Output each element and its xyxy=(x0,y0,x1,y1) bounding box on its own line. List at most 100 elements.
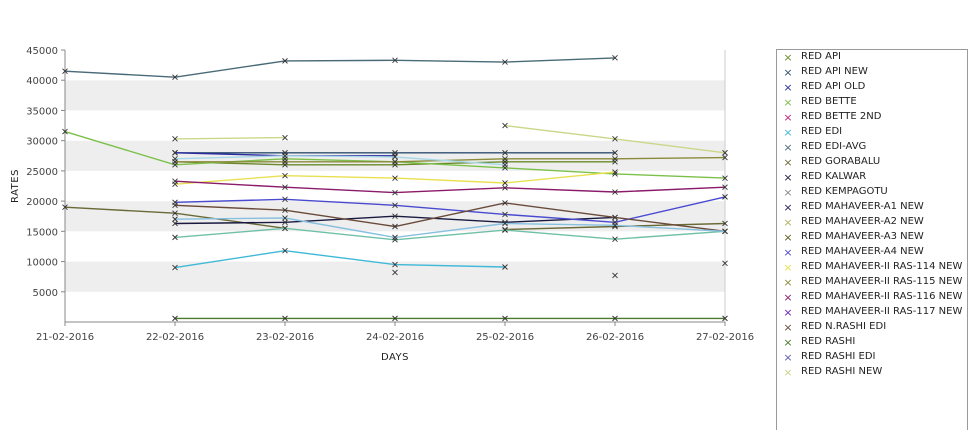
data-point xyxy=(612,169,618,175)
grid-band xyxy=(65,231,725,262)
legend-item: × RED API OLD xyxy=(777,80,967,95)
data-point xyxy=(172,155,178,162)
grid-band xyxy=(65,170,725,202)
series-red-bette-2nd xyxy=(392,269,618,279)
series-red-rashi xyxy=(172,315,728,322)
data-point xyxy=(172,220,178,227)
legend-item: × RED MAHAVEER-A1 NEW xyxy=(777,200,967,215)
legend-label: RED MAHAVEER-II RAS-115 NEW xyxy=(801,276,963,287)
data-point xyxy=(722,184,728,191)
data-point xyxy=(62,128,68,135)
legend-item: × RED API xyxy=(777,50,967,65)
data-point xyxy=(282,215,288,221)
data-point xyxy=(722,175,728,181)
data-point xyxy=(172,74,178,81)
data-point xyxy=(392,154,398,160)
data-point xyxy=(502,184,508,191)
data-point xyxy=(612,315,618,322)
x-tick-label: 24-02-2016 xyxy=(366,332,424,343)
legend-label: RED MAHAVEER-A4 NEW xyxy=(801,246,924,257)
series-red-extra-light-blue- xyxy=(172,215,728,241)
data-point xyxy=(502,200,508,206)
data-point xyxy=(392,269,398,276)
data-point xyxy=(502,211,508,218)
series-red-extra-pale- xyxy=(172,152,508,168)
grid-band xyxy=(65,50,725,81)
data-point xyxy=(392,189,398,196)
legend-marker-icon: × xyxy=(783,276,793,289)
x-tick-label: 22-02-2016 xyxy=(146,332,204,343)
data-point xyxy=(502,149,508,156)
data-point xyxy=(722,315,728,322)
data-point xyxy=(502,264,508,270)
legend-marker-icon: × xyxy=(783,126,793,139)
legend-marker-icon: × xyxy=(783,246,793,259)
data-point xyxy=(502,122,508,129)
data-point xyxy=(612,155,618,162)
legend-marker-icon: × xyxy=(783,156,793,169)
legend-label: RED BETTE xyxy=(801,96,857,107)
legend-marker-icon: × xyxy=(783,306,793,319)
legend-marker-icon: × xyxy=(783,336,793,349)
series-line xyxy=(64,57,616,78)
legend-label: RED RASHI xyxy=(801,336,856,347)
legend-item: × RED KEMPAGOTU xyxy=(777,185,967,200)
grid-band xyxy=(65,291,725,322)
legend-label: RED MAHAVEER-A1 NEW xyxy=(801,201,924,212)
data-point xyxy=(392,57,398,64)
data-point xyxy=(612,272,618,279)
legend-marker-icon: × xyxy=(783,66,793,79)
x-axis-title: DAYS xyxy=(381,352,409,363)
legend-marker-icon: × xyxy=(783,51,793,64)
line-chart: 5000 10000 15000 20000 25000 30000 35000 40000 4… xyxy=(10,46,754,363)
data-point xyxy=(722,149,728,156)
legend-label: RED BETTE 2ND xyxy=(801,111,882,122)
data-point xyxy=(612,136,618,142)
legend-marker-icon: × xyxy=(783,366,793,379)
legend-marker-icon: × xyxy=(783,231,793,244)
y-tick-label: 5000 xyxy=(33,288,58,299)
legend-label: RED MAHAVEER-A3 NEW xyxy=(801,231,924,242)
legend-label: RED MAHAVEER-II RAS-114 NEW xyxy=(801,261,963,272)
legend-label: RED MAHAVEER-II RAS-116 NEW xyxy=(801,291,963,302)
legend-label: RED API xyxy=(801,51,841,62)
y-tick-labels: 5000 10000 15000 20000 25000 30000 35000 40000 4… xyxy=(26,46,65,299)
data-point xyxy=(282,184,288,191)
data-point xyxy=(392,175,398,181)
y-axis-title: RATES xyxy=(10,169,21,203)
data-point xyxy=(282,58,288,64)
legend-item: × RED MAHAVEER-II RAS-116 NEW xyxy=(777,290,967,305)
legend-marker-icon: × xyxy=(783,111,793,124)
legend-marker-icon: × xyxy=(783,81,793,94)
data-point xyxy=(172,264,178,271)
legend-item: × RED N.RASHI EDI xyxy=(777,320,967,335)
legend-marker-icon: × xyxy=(783,291,793,304)
data-point xyxy=(282,159,288,165)
data-point xyxy=(502,227,508,233)
legend-label: RED KEMPAGOTU xyxy=(801,186,888,197)
data-point xyxy=(392,261,398,268)
series-line xyxy=(174,249,506,269)
data-point xyxy=(722,228,728,235)
data-point xyxy=(502,59,508,65)
legend-item: × RED RASHI NEW xyxy=(777,365,967,380)
y-tick-label: 35000 xyxy=(26,106,58,117)
y-tick-label: 25000 xyxy=(26,167,58,178)
data-point xyxy=(282,225,288,232)
grid-band xyxy=(65,110,725,141)
data-point xyxy=(282,247,288,254)
legend-item: × RED EDI-AVG xyxy=(777,140,967,155)
data-point xyxy=(392,234,398,241)
data-point xyxy=(172,210,178,217)
data-point xyxy=(722,220,728,227)
data-point xyxy=(612,222,618,229)
data-point xyxy=(172,202,178,209)
data-point xyxy=(62,204,68,210)
data-point xyxy=(62,68,68,74)
data-point xyxy=(282,207,288,213)
grid-band xyxy=(65,80,725,111)
data-point xyxy=(282,152,288,159)
legend-item: × RED API NEW xyxy=(777,65,967,80)
data-point xyxy=(392,223,398,230)
legend-marker-icon: × xyxy=(783,351,793,364)
